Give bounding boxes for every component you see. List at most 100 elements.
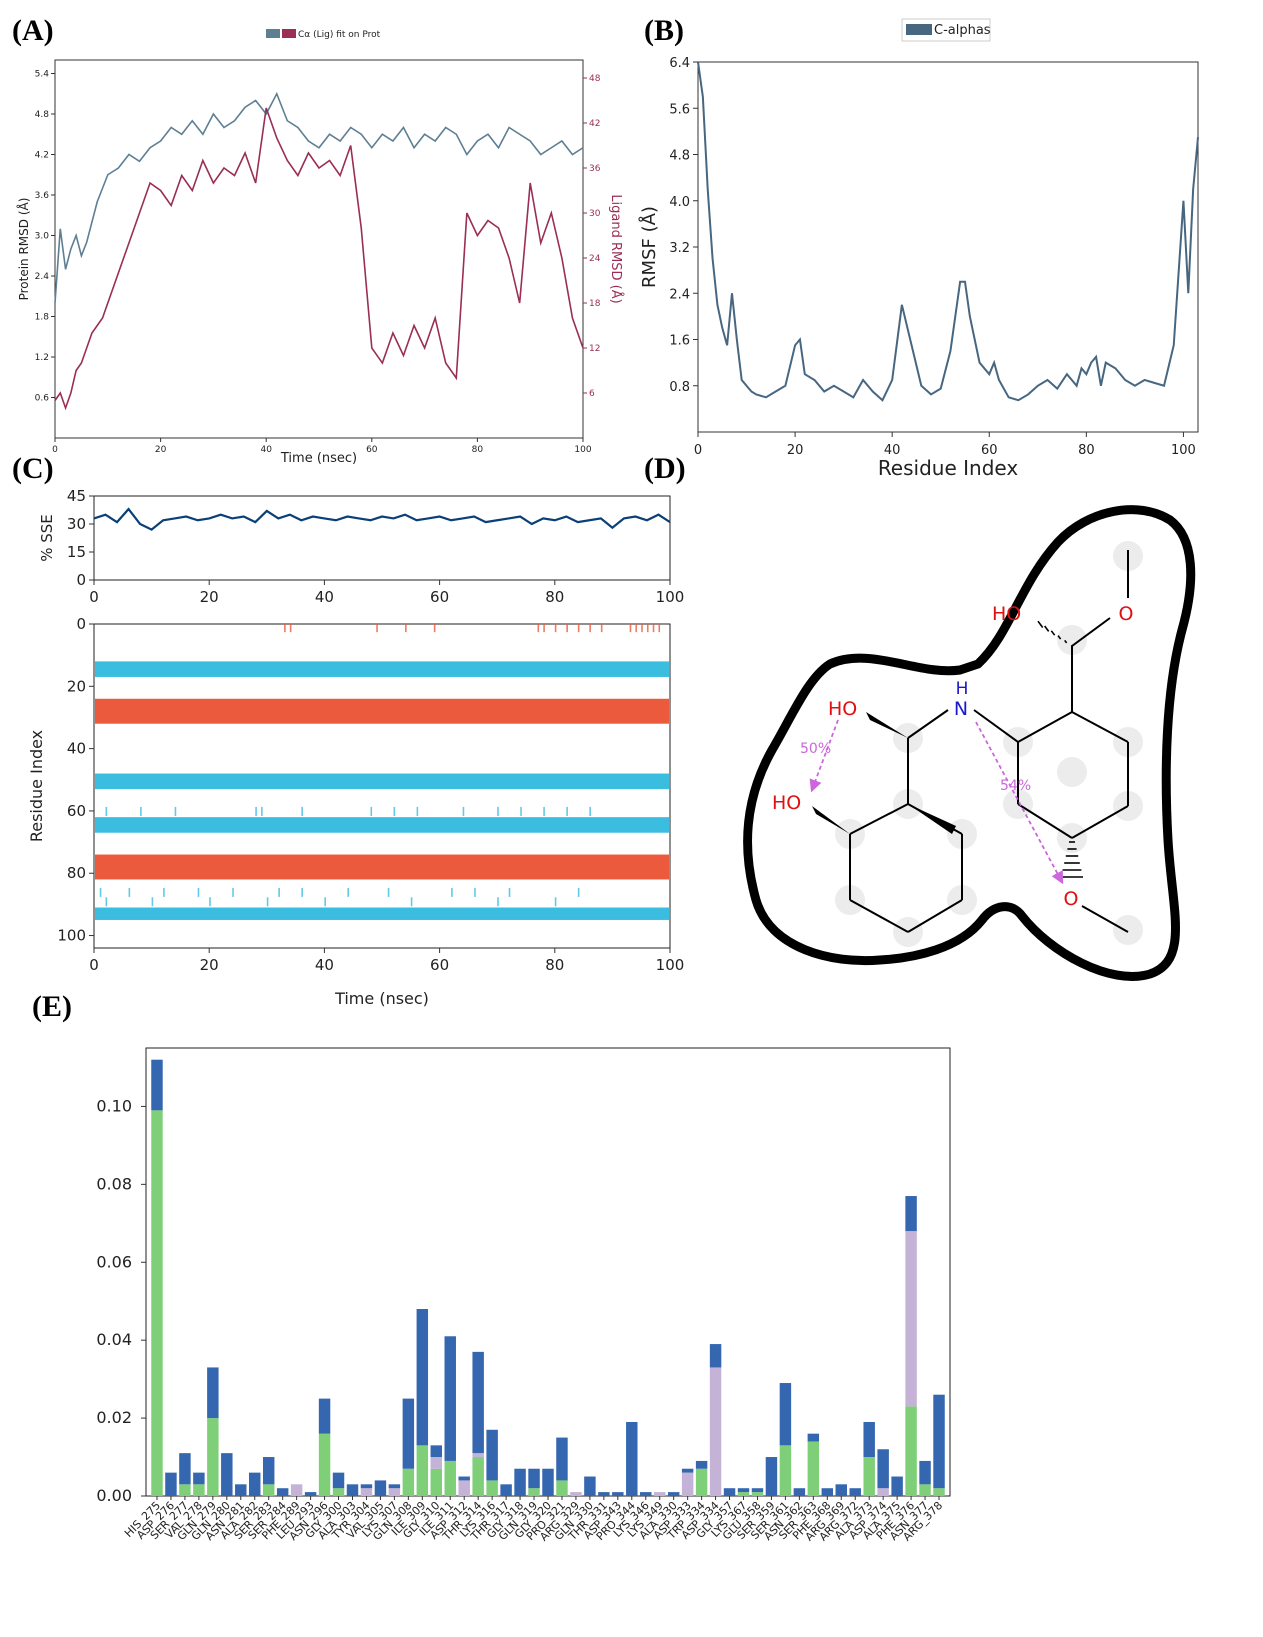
interaction-fraction-chart: HIS_275ASP_276SER_277VAL_278GLN_279GLN_2… xyxy=(96,1047,951,1544)
bar-water-bridges xyxy=(416,1309,429,1446)
bar-water-bridges xyxy=(835,1484,847,1496)
bar-water-bridges xyxy=(235,1484,247,1496)
x-tick-label: 100 xyxy=(656,956,685,974)
y-tick-label: 0.8 xyxy=(669,380,690,395)
y2-tick-label: 36 xyxy=(589,164,601,174)
y-tick-label: 45 xyxy=(67,487,86,505)
bar-water-bridges xyxy=(793,1488,806,1496)
y2-tick-label: 6 xyxy=(589,389,595,399)
atom-halos xyxy=(835,541,1143,947)
hbond-percent-left: 50% xyxy=(800,741,831,757)
atom-label-n: N xyxy=(954,698,968,720)
y-tick-label: 0.00 xyxy=(96,1486,132,1505)
bond xyxy=(1071,617,1111,647)
bond xyxy=(1071,805,1129,839)
bar-water-bridges xyxy=(779,1383,792,1446)
hash-bond xyxy=(1037,620,1044,628)
bar-water-bridges xyxy=(500,1484,512,1496)
bar-h-bonds xyxy=(556,1480,568,1496)
panel-label-c: (C) xyxy=(12,452,54,485)
bar-h-bonds xyxy=(402,1468,415,1496)
bar-hydrophobic xyxy=(360,1488,373,1496)
bar-h-bonds xyxy=(444,1460,456,1496)
bar-h-bonds xyxy=(262,1484,275,1496)
sse-segment-strand xyxy=(543,806,545,816)
bar-water-bridges xyxy=(905,1196,917,1232)
bar-water-bridges xyxy=(151,1059,163,1111)
bar-water-bridges xyxy=(276,1488,289,1496)
y-tick-label: 0.02 xyxy=(96,1408,132,1427)
sse-segment-strand xyxy=(497,806,499,816)
atom-label-o-top: O xyxy=(1119,603,1134,625)
bar-water-bridges xyxy=(346,1484,359,1496)
bar-h-bonds xyxy=(207,1418,219,1496)
x-tick-label: 0 xyxy=(89,956,99,974)
bar-h-bonds xyxy=(863,1457,875,1496)
y-tick-label: 5.4 xyxy=(35,70,50,80)
bar-h-bonds xyxy=(779,1445,792,1496)
sse-segment-strand xyxy=(474,887,476,897)
bar-h-bonds xyxy=(933,1488,945,1496)
y-tick-label: 0 xyxy=(76,571,86,589)
y-tick-label: 20 xyxy=(67,677,86,695)
sse-segment-strand xyxy=(266,897,269,907)
bar-water-bridges xyxy=(542,1468,554,1496)
sse-segment-strand xyxy=(163,887,165,897)
bar-h-bonds xyxy=(919,1484,931,1496)
sse-segment-strand xyxy=(128,887,131,897)
y-tick-label: 4.8 xyxy=(35,110,50,120)
bar-hydrophobic xyxy=(681,1472,694,1496)
sse-segment-strand xyxy=(232,887,234,897)
legend-ligand-swatch xyxy=(282,29,296,38)
bar-water-bridges xyxy=(486,1429,498,1481)
bar-water-bridges xyxy=(165,1472,177,1496)
bar-hydrophobic xyxy=(430,1457,443,1469)
y-tick-label: 60 xyxy=(67,802,86,820)
bar-water-bridges xyxy=(249,1472,261,1496)
bar-h-bonds xyxy=(318,1433,331,1496)
bar-water-bridges xyxy=(807,1433,820,1442)
plot-frame xyxy=(54,59,584,439)
wedge-bond xyxy=(908,804,956,834)
x-tick-label: 60 xyxy=(981,443,998,458)
sse-band-helix xyxy=(95,698,669,724)
bond xyxy=(1071,711,1129,743)
x-tick-label: 100 xyxy=(656,588,685,606)
bar-h-bonds xyxy=(807,1441,820,1496)
y-axis-label: Residue Index xyxy=(27,730,46,842)
y-axis-label: % SSE xyxy=(38,514,56,562)
sse-segment-helix xyxy=(589,623,591,633)
bar-water-bridges xyxy=(304,1492,317,1496)
y-tick-label: 4.8 xyxy=(669,149,690,164)
bar-water-bridges xyxy=(877,1449,889,1489)
bond xyxy=(849,803,909,835)
sse-segment-strand xyxy=(451,887,453,897)
bar-water-bridges xyxy=(640,1492,652,1496)
sse-segment-helix xyxy=(658,623,661,633)
axis-ticks: 0 20 40 60 80 100 0.8 1.6 2.4 3.2 4.0 4.8 5.6 6.4 xyxy=(669,56,1196,458)
legend-swatch xyxy=(906,24,932,35)
bar-h-bonds xyxy=(528,1488,540,1496)
bar-h-bonds xyxy=(905,1406,917,1496)
y2-tick-label: 42 xyxy=(589,119,600,129)
x-tick-label: 60 xyxy=(366,445,378,455)
legend-protein-swatch xyxy=(266,29,280,38)
bar-water-bridges xyxy=(612,1492,624,1496)
x-tick-label: 100 xyxy=(1171,443,1196,458)
bar-water-bridges xyxy=(402,1398,415,1469)
x-axis-label: Time (nsec) xyxy=(280,451,357,466)
bar-water-bridges xyxy=(430,1445,443,1458)
y-axis-label: RMSF (Å) xyxy=(638,206,660,288)
bar-water-bridges xyxy=(444,1336,456,1461)
bar-water-bridges xyxy=(193,1472,205,1485)
y-tick-label: 3.0 xyxy=(35,232,50,242)
y-tick-label: 100 xyxy=(57,927,86,945)
panel-label-e: (E) xyxy=(32,990,72,1023)
x-tick-label: 20 xyxy=(155,445,167,455)
axis-ticks: 0 20 40 60 80 100 0.6 1.2 1.8 2.4 3.0 3.6 4.2 4.8 5.4 6… xyxy=(35,70,601,456)
sse-segment-strand xyxy=(278,887,280,897)
bar-hydrophobic xyxy=(472,1453,484,1458)
x-tick-label: 80 xyxy=(1078,443,1095,458)
bar-h-bonds xyxy=(179,1484,191,1496)
